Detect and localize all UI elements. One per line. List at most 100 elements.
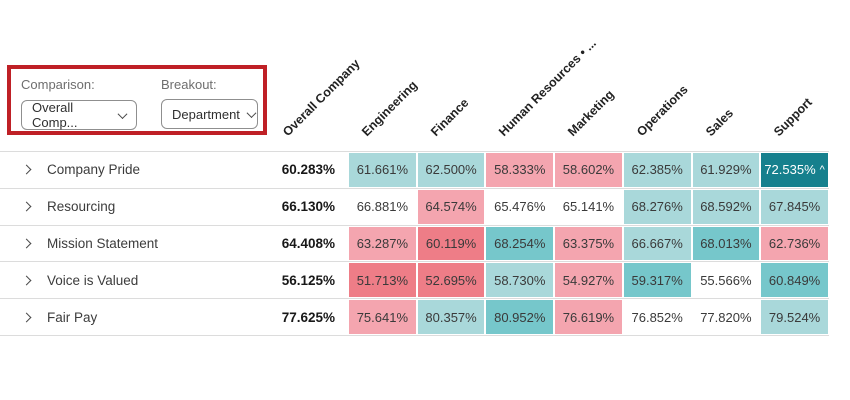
heatmap-cell-sales: 77.820% — [692, 299, 761, 335]
breakout-label: Breakout: — [161, 77, 217, 92]
cell-value: 62.736% — [768, 235, 821, 251]
cell-value: 64.574% — [425, 199, 477, 215]
cell-value: 79.524% — [768, 309, 821, 325]
table-row-company-pride: Company Pride 60.283% 61.661% 62.500% 58.333… — [0, 151, 829, 188]
heatmap-cell-human-resources: 58.333% — [485, 152, 554, 188]
heatmap-cell-operations: 59.317% — [623, 262, 692, 298]
comparison-dropdown[interactable]: Overall Comp... — [21, 100, 137, 130]
cell-value: 68.254% — [494, 235, 546, 251]
cell-value: 66.881% — [356, 199, 409, 215]
cell-value: 67.845% — [768, 199, 821, 215]
breakout-dropdown[interactable]: Department — [161, 99, 258, 129]
row-expander-resourcing[interactable]: Resourcing 66.130% — [0, 188, 348, 225]
heatmap-cell-finance: 52.695% — [417, 262, 486, 298]
heatmap-cell-operations: 76.852% — [623, 299, 692, 335]
cell-value: 63.287% — [356, 235, 409, 251]
heatmap-cell-finance: 60.119% — [417, 226, 486, 262]
cell-value: 52.695% — [425, 272, 477, 288]
cell-value: 77.820% — [700, 309, 752, 325]
column-header-engineering: Engineering — [359, 78, 421, 139]
cell-value: 65.476% — [494, 199, 546, 215]
row-expander-mission-statement[interactable]: Mission Statement 64.408% — [0, 225, 348, 262]
comparison-dropdown-value: Overall Comp... — [32, 100, 78, 130]
column-header-marketing: Marketing — [565, 87, 617, 139]
heatmap-cell-marketing: 58.602% — [554, 152, 623, 188]
heatmap-cell-finance: 62.500% — [417, 152, 486, 188]
heatmap-cell-marketing: 76.619% — [554, 299, 623, 335]
table-row-mission-statement: Mission Statement 64.408% 63.287% 60.119% 68… — [0, 224, 829, 262]
cell-value: 59.317% — [631, 272, 683, 288]
cell-value: 58.602% — [562, 162, 615, 178]
row-label: Mission Statement — [47, 235, 159, 251]
row-label: Company Pride — [47, 162, 141, 178]
cell-value: 68.592% — [700, 199, 752, 215]
cell-value: 63.375% — [562, 235, 615, 251]
heatmap-cell-marketing: 65.141% — [554, 189, 623, 225]
heatmap-table: Company Pride 60.283% 61.661% 62.500% 58.333… — [0, 151, 829, 336]
heatmap-cell-support: 62.736% — [760, 226, 829, 262]
overall-value-cell: 64.408% — [281, 235, 335, 251]
heatmap-cell-operations: 66.667% — [623, 226, 692, 262]
filters-highlight-box: Comparison: Overall Comp... Breakout: De… — [7, 65, 267, 135]
column-headers: Overall Company Engineering Finance Human R… — [0, 0, 850, 149]
heatmap-cell-sales: 61.929% — [692, 152, 761, 188]
row-label: Fair Pay — [47, 309, 98, 325]
heatmap-cell-engineering: 66.881% — [348, 189, 417, 225]
row-expander-company-pride[interactable]: Company Pride 60.283% — [0, 152, 348, 188]
chevron-right-icon[interactable] — [21, 164, 32, 175]
table-row-voice-is-valued: Voice is Valued 56.125% 51.713% 52.695% 58.7… — [0, 261, 829, 299]
cell-value: 66.667% — [631, 235, 683, 251]
cell-value: 72.535% — [764, 162, 816, 178]
cell-value: 65.141% — [562, 199, 615, 215]
cell-value: 68.013% — [700, 235, 752, 251]
cell-value: 75.641% — [356, 309, 409, 325]
heatmap-cell-human-resources: 65.476% — [485, 189, 554, 225]
cell-value: 51.713% — [356, 272, 409, 288]
cell-value: 60.849% — [768, 272, 821, 288]
row-label: Voice is Valued — [47, 272, 139, 288]
cell-value: 61.929% — [700, 162, 752, 178]
heatmap-cell-operations: 68.276% — [623, 189, 692, 225]
cell-value: 76.852% — [631, 309, 683, 325]
chevron-right-icon[interactable] — [21, 201, 32, 212]
column-header-overall-company: Overall Company — [280, 56, 363, 139]
heatmap-cell-support: 72.535% ^ — [760, 152, 829, 188]
heatmap-cell-engineering: 61.661% — [348, 152, 417, 188]
comparison-label: Comparison: — [21, 77, 95, 92]
significance-caret-icon: ^ — [819, 163, 825, 176]
cell-value: 62.500% — [425, 162, 477, 178]
chevron-right-icon[interactable] — [21, 312, 32, 323]
heatmap-cell-human-resources: 68.254% — [485, 226, 554, 262]
heatmap-cell-support: 79.524% — [760, 299, 829, 335]
chevron-right-icon[interactable] — [21, 238, 32, 249]
heatmap-cell-sales: 68.592% — [692, 189, 761, 225]
overall-value-cell: 56.125% — [281, 272, 335, 288]
row-expander-voice-is-valued[interactable]: Voice is Valued 56.125% — [0, 262, 348, 299]
cell-value: 60.119% — [425, 235, 477, 251]
heatmap-cell-human-resources: 80.952% — [485, 299, 554, 335]
heatmap-cell-engineering: 63.287% — [348, 226, 417, 262]
cell-value: 80.357% — [425, 309, 477, 325]
chevron-right-icon[interactable] — [21, 275, 32, 286]
heatmap-cell-human-resources: 58.730% — [485, 262, 554, 298]
column-header-operations: Operations — [633, 82, 691, 139]
cell-value: 76.619% — [562, 309, 615, 325]
heatmap-cell-sales: 68.013% — [692, 226, 761, 262]
heatmap-cell-engineering: 75.641% — [348, 299, 417, 335]
row-expander-fair-pay[interactable]: Fair Pay 77.625% — [0, 299, 348, 335]
cell-value: 62.385% — [631, 162, 683, 178]
cell-value: 68.276% — [631, 199, 683, 215]
table-row-fair-pay: Fair Pay 77.625% 75.641% 80.357% 80.952% 76.6… — [0, 298, 829, 335]
column-header-sales: Sales — [702, 105, 736, 139]
cell-value: 58.333% — [494, 162, 546, 178]
table-row-resourcing: Resourcing 66.130% 66.881% 64.574% 65.476% 65… — [0, 187, 829, 225]
heatmap-cell-sales: 55.566% — [692, 262, 761, 298]
cell-value: 58.730% — [494, 272, 546, 288]
heatmap-cell-operations: 62.385% — [623, 152, 692, 188]
heatmap-cell-support: 60.849% — [760, 262, 829, 298]
breakout-dropdown-value: Department — [172, 106, 240, 122]
heatmap-cell-finance: 64.574% — [417, 189, 486, 225]
overall-value-cell: 77.625% — [281, 309, 335, 325]
column-header-finance: Finance — [427, 95, 472, 139]
